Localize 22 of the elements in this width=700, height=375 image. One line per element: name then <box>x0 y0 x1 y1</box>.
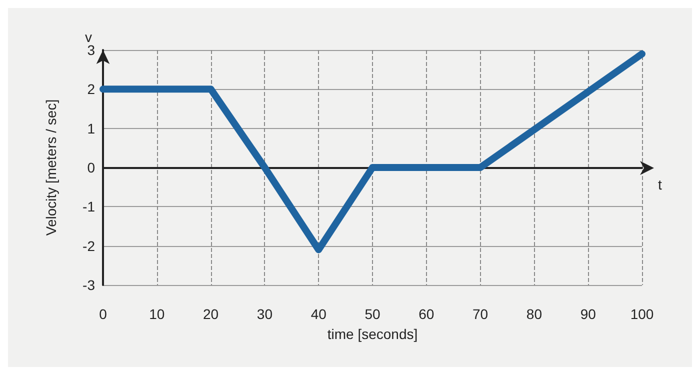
x-tick-label: 70 <box>472 306 488 322</box>
text: v <box>85 29 92 45</box>
y-tick-label: -2 <box>82 238 96 254</box>
x-tick-label: 50 <box>364 306 380 322</box>
x-axis-title: time [seconds] <box>327 326 418 342</box>
y-tick-label: 0 <box>87 160 96 176</box>
y-tick-label: 3 <box>87 42 96 58</box>
x-tick-label: 40 <box>310 306 327 322</box>
x-tick-label: 0 <box>99 306 108 322</box>
x-tick-label: 60 <box>418 306 434 322</box>
x-tick-label: 100 <box>630 306 654 322</box>
x-tick-label: 20 <box>203 306 219 322</box>
text: t <box>658 176 662 192</box>
x-tick-label: 90 <box>580 306 596 322</box>
x-tick-label: 10 <box>149 306 165 322</box>
y-tick-label: 2 <box>87 81 96 98</box>
y-tick-label: -3 <box>82 277 96 293</box>
y-tick-label: 1 <box>87 120 96 136</box>
x-tick-label: 80 <box>526 306 542 322</box>
x-tick-label: 30 <box>256 306 273 322</box>
y-tick-label: -1 <box>82 198 96 215</box>
y-axis-title: Velocity [meters / sec] <box>43 99 59 236</box>
